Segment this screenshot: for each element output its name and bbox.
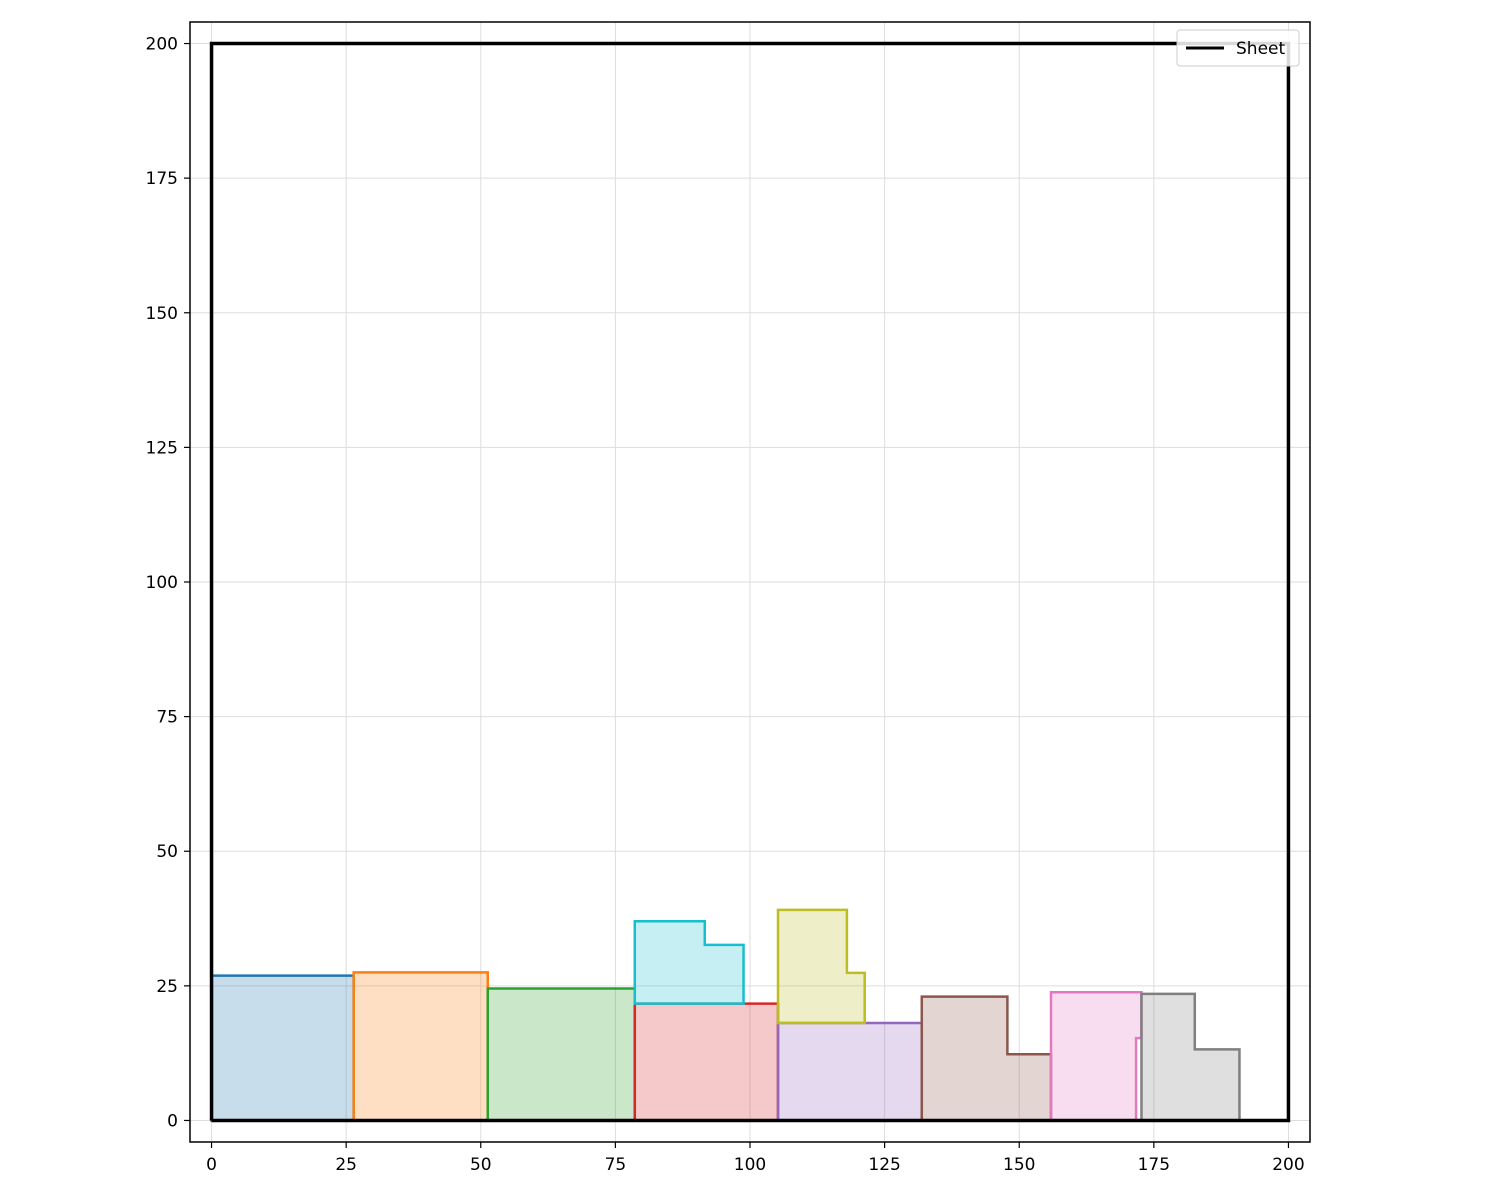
piece-7 — [1049, 991, 1143, 1122]
piece-3 — [486, 987, 637, 1122]
y-tick-label: 75 — [156, 708, 178, 728]
x-tick-label: 25 — [335, 1155, 357, 1175]
y-tick-label: 150 — [146, 304, 178, 324]
legend-sheet-label: Sheet — [1236, 39, 1285, 59]
y-tick-label: 100 — [146, 573, 178, 593]
y-tick-label: 200 — [146, 35, 178, 55]
legend: Sheet — [1176, 29, 1300, 67]
piece-9 — [633, 919, 745, 1005]
x-tick-label: 200 — [1272, 1155, 1304, 1175]
x-tick-label: 125 — [868, 1155, 900, 1175]
y-tick-label: 0 — [167, 1111, 178, 1131]
piece-10 — [776, 908, 866, 1025]
y-tick-label: 175 — [146, 169, 178, 189]
x-tick-label: 0 — [206, 1155, 217, 1175]
x-tick-label: 100 — [734, 1155, 766, 1175]
legend-box — [1176, 29, 1300, 67]
x-tick-label: 50 — [470, 1155, 492, 1175]
piece-1 — [210, 974, 355, 1122]
pieces — [210, 908, 1241, 1122]
piece-2 — [352, 971, 490, 1122]
x-tick-label: 175 — [1138, 1155, 1170, 1175]
piece-6 — [920, 995, 1053, 1122]
x-tick-label: 150 — [1003, 1155, 1035, 1175]
ticks: 0 25 50 75 100 125 150 175 200 0 25 50 75 100 125 150 17… — [146, 35, 1305, 1175]
y-tick-label: 125 — [146, 438, 178, 458]
piece-4 — [633, 1002, 780, 1122]
y-tick-label: 25 — [156, 977, 178, 997]
y-tick-label: 50 — [156, 842, 178, 862]
piece-8 — [1140, 992, 1241, 1122]
piece-5 — [776, 1021, 924, 1122]
x-tick-label: 75 — [605, 1155, 627, 1175]
